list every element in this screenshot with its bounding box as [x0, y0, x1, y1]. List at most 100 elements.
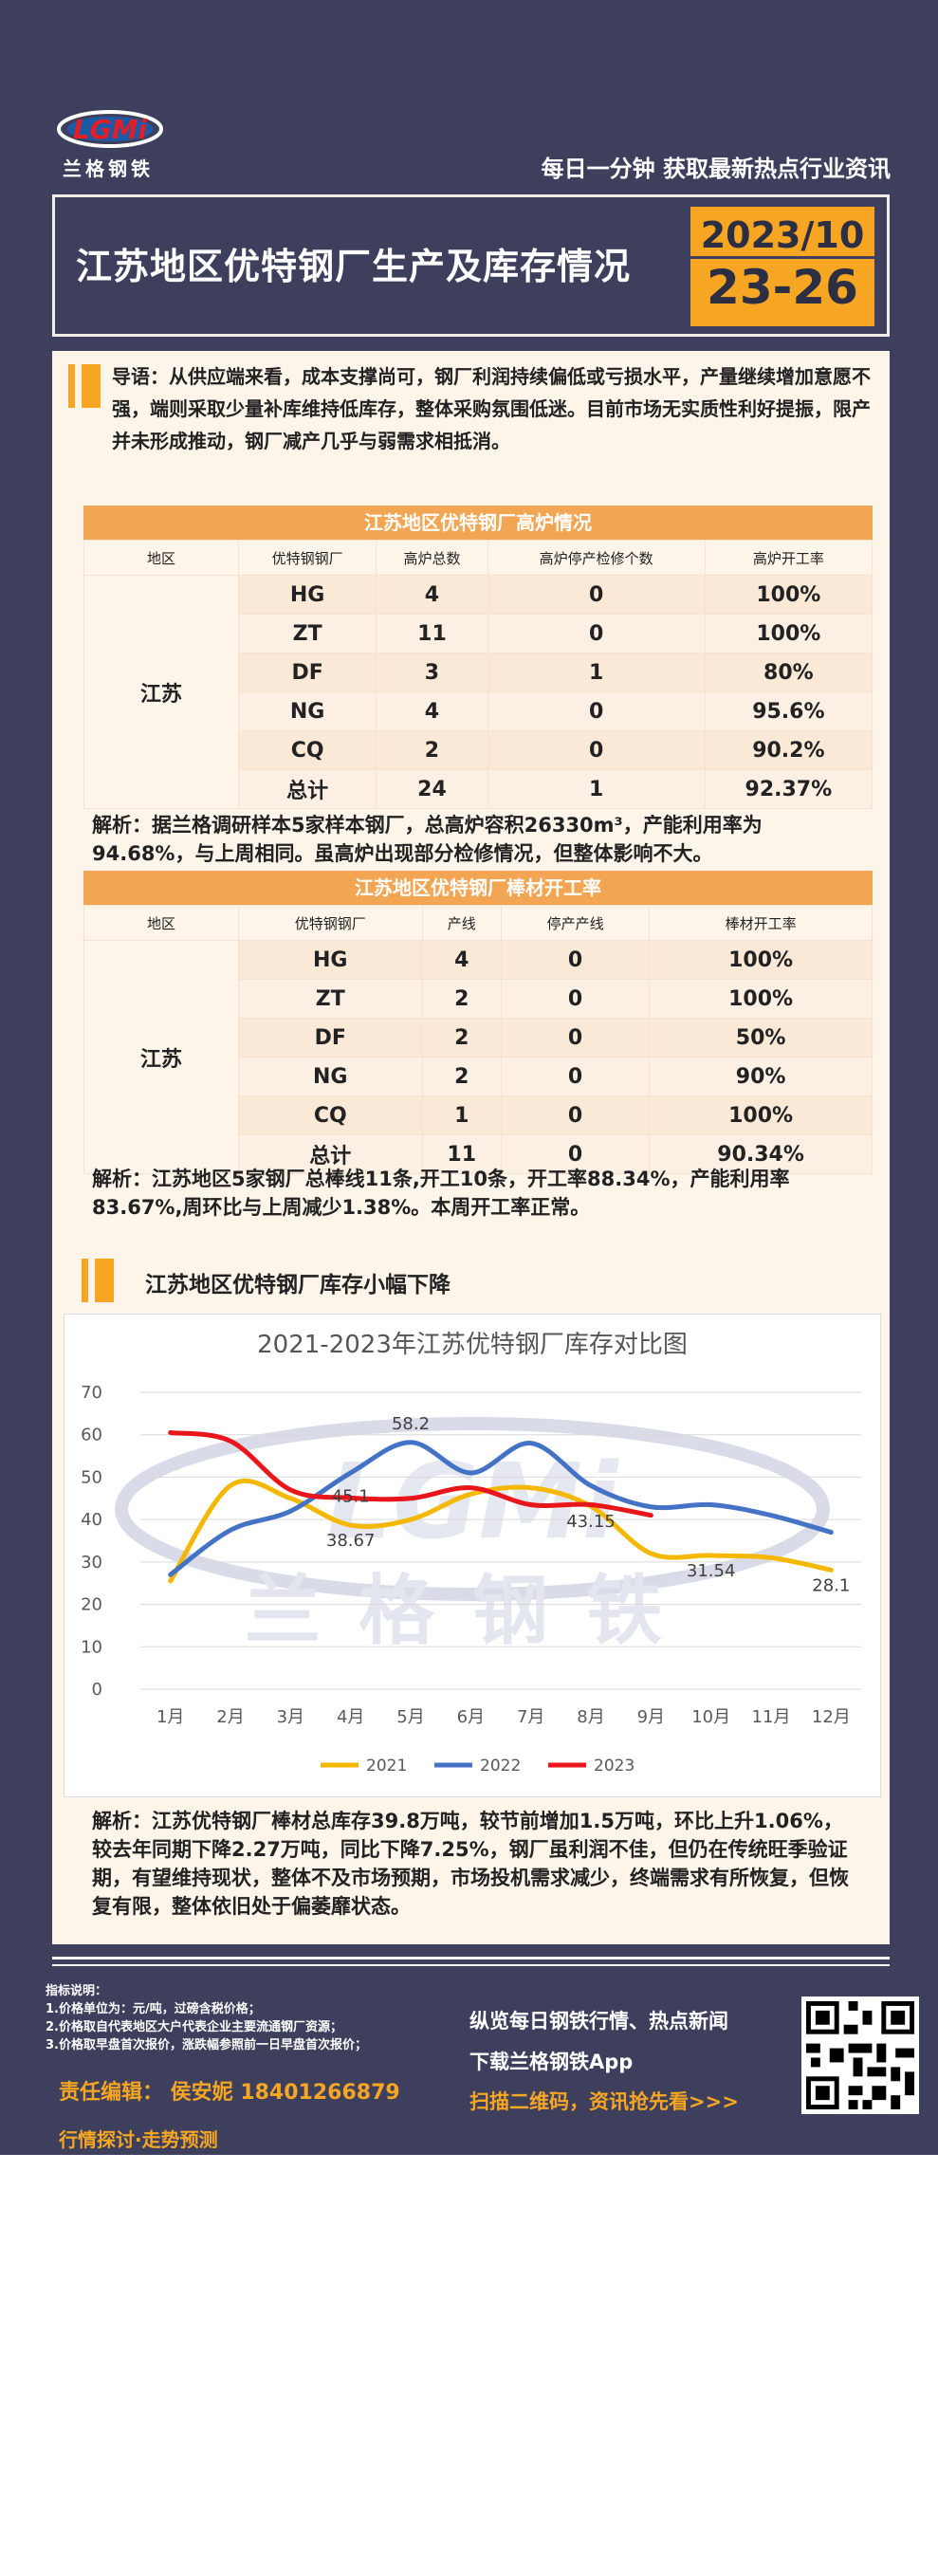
date-days: 23-26	[690, 256, 874, 316]
y-tick-label: 30	[81, 1553, 102, 1573]
table-cell: 2	[421, 1018, 502, 1058]
chart-title: 2021-2023年江苏优特钢厂库存对比图	[257, 1331, 688, 1359]
footer-divider	[52, 1964, 890, 1966]
table-cell: DF	[238, 1018, 423, 1058]
table-cell: 0	[487, 575, 706, 615]
legend-label: 2022	[480, 1757, 521, 1776]
table-cell: 总计	[237, 769, 377, 809]
table-cell: 92.37%	[704, 769, 874, 809]
table-header: 棒材开工率	[649, 905, 873, 941]
x-tick-label: 10月	[691, 1707, 730, 1727]
notes-item: 3.价格取早盘首次报价，涨跌幅参照前一日早盘首次报价；	[46, 2038, 367, 2052]
table1-title: 江苏地区优特钢厂高炉情况	[83, 506, 873, 540]
table-cell: HG	[238, 940, 423, 980]
inventory-section-heading: 江苏地区优特钢厂库存小幅下降	[145, 1273, 451, 1297]
table-cell: 4	[376, 691, 488, 731]
slogan: 每日一分钟 获取最新热点行业资讯	[541, 156, 891, 182]
table-row: 总计 11 0 90.34%	[84, 1134, 873, 1174]
notes-block: 指标说明： 1.价格单位为：元/吨，过磅含税价格； 2.价格取自代表地区大户代表…	[46, 1982, 367, 2054]
table-cell: 1	[487, 653, 706, 692]
table-cell: NG	[238, 1057, 423, 1096]
section-marker-icon	[68, 364, 101, 408]
table-row: 江苏 HG 4 0 100%	[83, 575, 874, 809]
x-tick-label: 7月	[517, 1707, 544, 1727]
table-header: 停产产线	[500, 905, 651, 941]
date-badge: 2023/10 23-26	[688, 204, 877, 329]
table-cell: CQ	[237, 730, 377, 770]
table-cell: 2	[421, 1057, 502, 1096]
table-cell: 0	[487, 691, 706, 731]
content-card: 导语：从供应端来看，成本支撑尚可，钢厂利润持续偏低或亏损水平，产量继续增加意愿不…	[52, 351, 890, 1944]
table-row: 江苏 HG 4 0 100%	[83, 940, 873, 1174]
trend-tagline: 行情探讨·走势预测	[59, 2128, 218, 2151]
table-header: 高炉停产检修个数	[487, 540, 706, 576]
data-label: 28.1	[812, 1575, 850, 1595]
bar-mill-table: 江苏地区优特钢厂棒材开工率 地区 优特钢钢厂 产线 停产产线 棒材开工率 江苏 …	[83, 871, 873, 1174]
table-cell: 0	[500, 979, 651, 1019]
analysis-inventory: 解析：江苏优特钢厂棒材总库存39.8万吨，较节前增加1.5万吨，环比上升1.06…	[92, 1810, 849, 1918]
cta-scan-link[interactable]: 扫描二维码，资讯抢先看>>>	[469, 2090, 739, 2113]
intro-text: 导语：从供应端来看，成本支撑尚可，钢厂利润持续偏低或亏损水平，产量继续增加意愿不…	[112, 365, 871, 452]
blast-furnace-table: 江苏地区优特钢厂高炉情况 地区 优特钢钢厂 高炉总数 高炉停产检修个数 高炉开工…	[83, 506, 874, 809]
editor-contact: 责任编辑： 侯安妮 18401266879	[59, 2081, 400, 2105]
notes-item: 1.价格单位为：元/吨，过磅含税价格；	[46, 2002, 261, 2016]
table-cell: 90.34%	[649, 1134, 873, 1174]
watermark-text: 兰格钢铁	[245, 1566, 700, 1655]
table-row: ZT 11 0 100%	[84, 614, 874, 653]
table-cell: 0	[487, 614, 706, 653]
y-tick-label: 40	[81, 1510, 102, 1530]
table-cell: 1	[487, 769, 706, 809]
table-cell: 100%	[704, 614, 874, 653]
table-header: 高炉开工率	[704, 540, 874, 576]
table-cell: HG	[237, 575, 377, 615]
data-label: 45.1	[332, 1486, 370, 1506]
table-cell: 4	[376, 575, 488, 615]
data-label: 38.67	[326, 1531, 376, 1551]
table-header: 优特钢钢厂	[238, 905, 423, 941]
poster-background: LGMi 兰格钢铁 每日一分钟 获取最新热点行业资讯 江苏地区优特钢厂生产及库存…	[0, 0, 938, 2155]
x-tick-label: 2月	[216, 1707, 244, 1727]
table-row: 总计 24 1 92.37%	[84, 769, 874, 809]
x-tick-label: 4月	[337, 1707, 364, 1727]
region-cell: 江苏	[83, 940, 239, 1174]
table-cell: 0	[487, 730, 706, 770]
table-header: 优特钢钢厂	[237, 540, 377, 576]
x-tick-label: 3月	[277, 1707, 304, 1727]
table-cell: 90.2%	[704, 730, 874, 770]
table-cell: 1	[421, 1095, 502, 1135]
table-cell: 4	[421, 940, 502, 980]
series-line-2023	[168, 1429, 653, 1518]
svg-text:LGMi: LGMi	[73, 114, 148, 145]
y-tick-label: 60	[81, 1426, 102, 1445]
section-marker-icon	[82, 1259, 114, 1302]
date-year-month: 2023/10	[700, 214, 865, 256]
table-cell: 3	[376, 653, 488, 692]
table-cell: NG	[237, 691, 377, 731]
table-cell: 100%	[704, 575, 874, 615]
table-cell: 11	[376, 614, 488, 653]
table1-header-row: 地区 优特钢钢厂 高炉总数 高炉停产检修个数 高炉开工率	[83, 540, 874, 576]
data-label: 31.54	[687, 1561, 736, 1581]
table-cell: 90%	[649, 1057, 873, 1096]
table-header: 地区	[83, 540, 239, 576]
data-label: 43.15	[566, 1512, 616, 1532]
footer-divider	[52, 1957, 890, 1960]
y-tick-label: 10	[81, 1637, 102, 1657]
table-cell: 总计	[238, 1134, 423, 1174]
table-row: CQ 2 0 90.2%	[84, 730, 874, 770]
region-cell: 江苏	[83, 575, 239, 809]
y-tick-label: 50	[81, 1467, 102, 1487]
table-cell: 100%	[649, 979, 873, 1019]
logo-subtitle: 兰格钢铁	[63, 157, 154, 180]
table-header: 产线	[421, 905, 502, 941]
table-cell: 2	[421, 979, 502, 1019]
table-cell: ZT	[237, 614, 377, 653]
analysis-bar-mill: 解析：江苏地区5家钢厂总棒线11条,开工10条，开工率88.34%，产能利用率8…	[92, 1168, 790, 1219]
qr-code-icon[interactable]	[801, 1996, 919, 2114]
table-cell: 11	[421, 1134, 502, 1174]
table-cell: 0	[500, 1018, 651, 1058]
table-header: 地区	[83, 905, 239, 941]
table-cell: 80%	[704, 653, 874, 692]
y-tick-label: 0	[92, 1680, 102, 1700]
table2-title: 江苏地区优特钢厂棒材开工率	[83, 871, 873, 905]
